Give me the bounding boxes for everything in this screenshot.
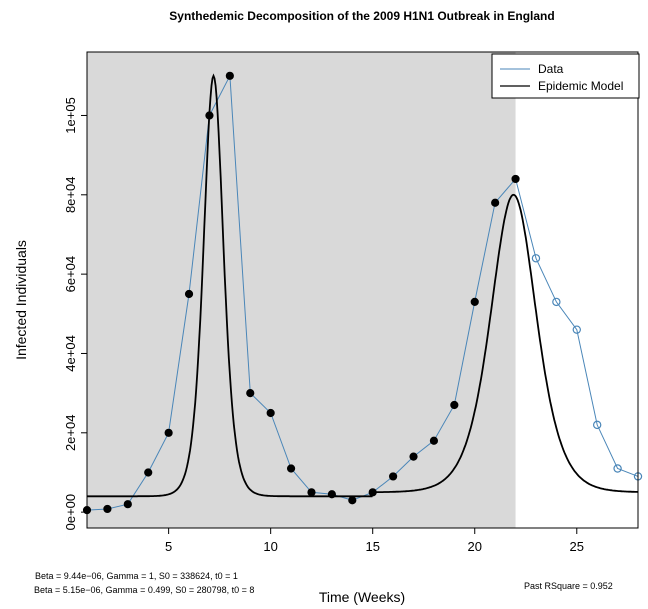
data-point-past bbox=[103, 504, 112, 514]
x-tick-label: 10 bbox=[263, 539, 277, 554]
data-point-past bbox=[491, 198, 500, 207]
data-point-past bbox=[470, 297, 479, 306]
y-tick-label: 8e+04 bbox=[63, 177, 78, 214]
data-point-past bbox=[184, 289, 194, 299]
legend: Data Epidemic Model bbox=[491, 53, 640, 99]
y-tick-label: 2e+04 bbox=[63, 415, 78, 452]
data-point-past bbox=[123, 500, 132, 509]
data-point-past bbox=[348, 496, 357, 505]
y-tick-label: 0e+00 bbox=[63, 494, 78, 531]
legend-box bbox=[491, 53, 640, 99]
y-tick-label: 1e+05 bbox=[63, 97, 78, 134]
rsquare-note: Past RSquare = 0.952 bbox=[524, 581, 613, 591]
data-point-past bbox=[409, 452, 418, 461]
data-point-past bbox=[307, 488, 316, 497]
data-point-future bbox=[531, 254, 541, 263]
legend-data-label: Data bbox=[538, 62, 564, 76]
data-point-past bbox=[205, 111, 214, 120]
model-params-line-1: Beta = 9.44e−06, Gamma = 1, S0 = 338624,… bbox=[35, 571, 238, 581]
x-tick-label: 25 bbox=[570, 539, 584, 554]
data-point-past bbox=[368, 488, 377, 497]
data-point-past bbox=[266, 408, 275, 418]
data-point-future bbox=[572, 325, 581, 334]
series-layer bbox=[82, 71, 643, 515]
y-tick-label: 4e+04 bbox=[63, 335, 78, 372]
data-point-past bbox=[327, 490, 336, 499]
legend-model-label: Epidemic Model bbox=[538, 79, 623, 93]
model-params-line-2: Beta = 5.15e−06, Gamma = 0.499, S0 = 280… bbox=[34, 585, 254, 595]
past-data-shaded-region bbox=[87, 52, 516, 528]
data-point-past bbox=[511, 174, 520, 184]
data-point-future bbox=[592, 420, 602, 430]
x-tick-label: 15 bbox=[365, 539, 379, 554]
y-tick-label: 6e+04 bbox=[63, 256, 78, 293]
data-point-past bbox=[144, 468, 153, 477]
data-point-past bbox=[429, 436, 439, 445]
data-point-past bbox=[450, 400, 459, 410]
data-point-past bbox=[389, 472, 398, 481]
x-axis: 5 10 15 20 25 bbox=[165, 527, 584, 554]
data-point-future bbox=[552, 297, 561, 307]
epidemic-model-curve bbox=[87, 73, 638, 498]
data-point-past bbox=[286, 464, 296, 473]
x-tick-label: 20 bbox=[468, 539, 482, 554]
chart-title: Synthedemic Decomposition of the 2009 H1… bbox=[169, 9, 554, 23]
x-tick-label: 5 bbox=[165, 539, 172, 554]
plot-area bbox=[82, 51, 643, 529]
data-point-past bbox=[225, 71, 234, 80]
data-point-past bbox=[164, 428, 173, 437]
data-point-past bbox=[246, 389, 255, 398]
y-axis: 0e+00 2e+04 4e+04 6e+04 8e+04 1e+05 bbox=[63, 97, 88, 531]
data-point-future bbox=[613, 464, 622, 473]
y-axis-label: Infected Individuals bbox=[13, 240, 29, 360]
x-axis-label: Time (Weeks) bbox=[319, 589, 405, 605]
